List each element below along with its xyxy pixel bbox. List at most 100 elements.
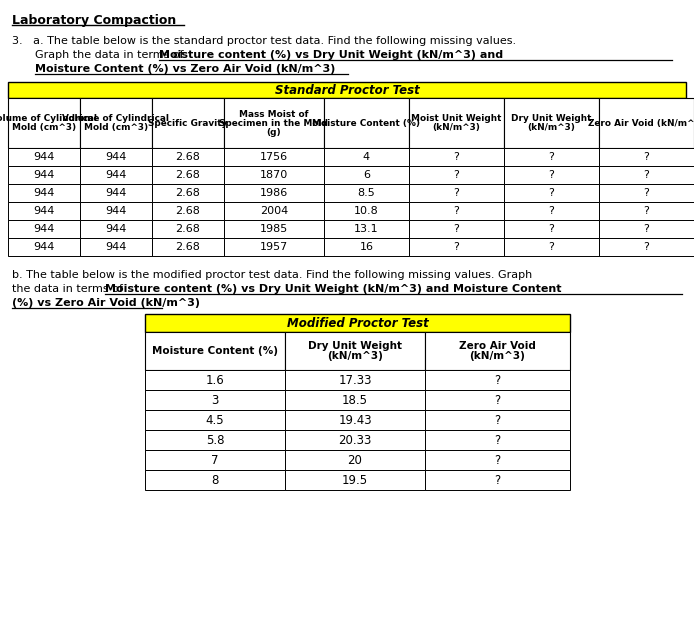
Text: (kN/m^3): (kN/m^3)	[527, 123, 575, 132]
Bar	[285, 430, 425, 450]
Bar	[324, 98, 409, 148]
Bar	[599, 148, 694, 166]
Bar	[599, 202, 694, 220]
Text: 1986: 1986	[260, 188, 288, 198]
Bar	[224, 220, 324, 238]
Bar	[409, 220, 504, 238]
Text: 2.68: 2.68	[176, 206, 201, 216]
Bar	[324, 238, 409, 256]
Text: 2.68: 2.68	[176, 152, 201, 162]
Bar	[8, 238, 80, 256]
Text: 5.8: 5.8	[205, 433, 224, 446]
Text: ?: ?	[548, 224, 555, 234]
Text: (%) vs Zero Air Void (kN/m^3): (%) vs Zero Air Void (kN/m^3)	[12, 298, 200, 308]
Bar	[145, 390, 285, 410]
Bar	[145, 450, 285, 470]
Text: Dry Unit Weight: Dry Unit Weight	[511, 114, 592, 123]
Text: Mold (cm^3): Mold (cm^3)	[12, 123, 76, 132]
Text: ?: ?	[548, 206, 555, 216]
Text: ?: ?	[494, 374, 500, 386]
Bar	[152, 98, 224, 148]
Bar	[425, 430, 570, 450]
Text: Zero Air Void (kN/m^3): Zero Air Void (kN/m^3)	[588, 118, 694, 128]
Bar	[80, 98, 152, 148]
Text: 19.5: 19.5	[342, 473, 368, 486]
Bar	[8, 148, 80, 166]
Bar	[8, 166, 80, 184]
Bar	[504, 98, 599, 148]
Bar	[145, 314, 570, 332]
Bar	[145, 370, 285, 390]
Bar	[409, 98, 504, 148]
Text: ?: ?	[548, 242, 555, 252]
Bar	[504, 148, 599, 166]
Text: 944: 944	[33, 170, 55, 180]
Bar	[504, 166, 599, 184]
Text: Specific Gravity: Specific Gravity	[149, 118, 228, 128]
Bar	[8, 184, 80, 202]
Text: (kN/m^3): (kN/m^3)	[327, 351, 383, 361]
Text: 944: 944	[33, 206, 55, 216]
Text: (g): (g)	[266, 128, 281, 137]
Text: 2.68: 2.68	[176, 242, 201, 252]
Text: ?: ?	[643, 152, 650, 162]
Bar	[409, 166, 504, 184]
Bar	[324, 184, 409, 202]
Text: Moisture content (%) vs Dry Unit Weight (kN/m^3) and: Moisture content (%) vs Dry Unit Weight …	[159, 50, 503, 60]
Bar	[8, 220, 80, 238]
Text: 1870: 1870	[260, 170, 288, 180]
Bar	[8, 82, 686, 98]
Bar	[224, 148, 324, 166]
Text: 20.33: 20.33	[338, 433, 372, 446]
Bar	[409, 148, 504, 166]
Text: 2.68: 2.68	[176, 224, 201, 234]
Text: ?: ?	[548, 188, 555, 198]
Text: Mold (cm^3): Mold (cm^3)	[84, 123, 148, 132]
Text: ?: ?	[454, 170, 459, 180]
Bar	[152, 220, 224, 238]
Bar	[224, 202, 324, 220]
Text: ?: ?	[454, 206, 459, 216]
Bar	[285, 390, 425, 410]
Bar	[425, 410, 570, 430]
Text: Standard Proctor Test: Standard Proctor Test	[275, 84, 419, 97]
Bar	[425, 390, 570, 410]
Bar	[425, 470, 570, 490]
Text: 944: 944	[105, 152, 127, 162]
Bar	[409, 202, 504, 220]
Text: Moisture Content (%) vs Zero Air Void (kN/m^3): Moisture Content (%) vs Zero Air Void (k…	[35, 64, 335, 74]
Bar	[425, 370, 570, 390]
Text: ?: ?	[548, 152, 555, 162]
Text: ?: ?	[643, 170, 650, 180]
Text: 8.5: 8.5	[357, 188, 375, 198]
Text: 3: 3	[211, 393, 219, 406]
Text: 8: 8	[211, 473, 219, 486]
Text: Specimen in the Mold: Specimen in the Mold	[219, 118, 328, 128]
Bar	[504, 238, 599, 256]
Text: 1957: 1957	[260, 242, 288, 252]
Text: ?: ?	[494, 413, 500, 426]
Bar	[599, 184, 694, 202]
Bar	[285, 410, 425, 430]
Text: ?: ?	[494, 393, 500, 406]
Text: 944: 944	[105, 170, 127, 180]
Bar	[599, 166, 694, 184]
Bar	[324, 148, 409, 166]
Text: Volume of Cylindrical: Volume of Cylindrical	[62, 114, 169, 123]
Text: 944: 944	[105, 224, 127, 234]
Bar	[409, 184, 504, 202]
Text: ?: ?	[643, 224, 650, 234]
Text: 4.5: 4.5	[205, 413, 224, 426]
Text: 19.43: 19.43	[338, 413, 372, 426]
Bar	[224, 166, 324, 184]
Text: 6: 6	[363, 170, 370, 180]
Text: 944: 944	[33, 152, 55, 162]
Text: ?: ?	[454, 242, 459, 252]
Text: ?: ?	[454, 152, 459, 162]
Bar	[504, 220, 599, 238]
Text: (kN/m^3): (kN/m^3)	[470, 351, 525, 361]
Bar	[599, 238, 694, 256]
Bar	[152, 148, 224, 166]
Bar	[425, 332, 570, 370]
Text: 944: 944	[105, 188, 127, 198]
